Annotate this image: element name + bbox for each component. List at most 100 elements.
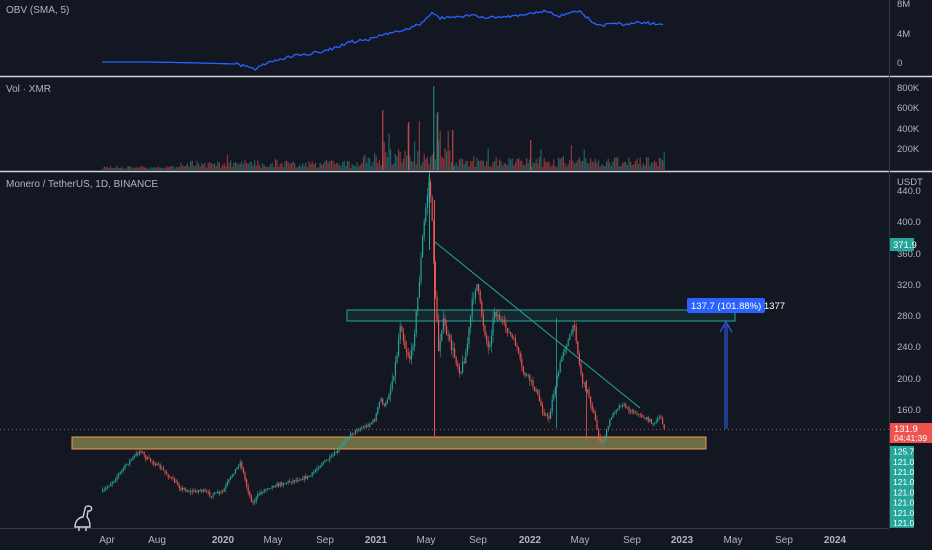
candle-body: [156, 463, 158, 466]
candle-body: [214, 492, 216, 495]
volume-bar: [318, 167, 320, 170]
volume-bar: [210, 163, 212, 170]
candle-body: [318, 468, 320, 469]
candle-body: [494, 311, 496, 319]
candle-body: [574, 325, 576, 327]
candle-body: [654, 422, 656, 424]
candle-body: [186, 491, 188, 492]
candle-body: [410, 349, 412, 360]
resistance-zone[interactable]: [346, 309, 736, 322]
candle-body: [511, 334, 513, 338]
candle-body: [319, 465, 321, 469]
candle-body: [417, 297, 419, 312]
volume-bar: [598, 160, 600, 170]
volume-bar: [452, 130, 454, 170]
candle-body: [431, 197, 433, 221]
volume-bar: [378, 159, 380, 170]
candle-body: [242, 467, 244, 473]
volume-bar: [590, 158, 592, 170]
volume-bar: [342, 162, 344, 170]
volume-bar: [330, 160, 332, 170]
volume-bar: [286, 160, 288, 170]
volume-bar: [476, 157, 478, 170]
volume-pane-title[interactable]: Vol · XMR: [6, 84, 51, 95]
volume-bar: [198, 163, 200, 170]
candle-body: [481, 301, 483, 317]
candle-body: [471, 299, 473, 317]
time-label: 2022: [519, 535, 542, 546]
volume-bar: [534, 163, 536, 170]
measure-label-box[interactable]: [687, 298, 765, 313]
volume-bar: [209, 161, 211, 170]
candle-body: [252, 502, 254, 503]
support-zone[interactable]: [71, 436, 707, 450]
candle-body: [286, 482, 288, 484]
volume-bar: [186, 163, 188, 170]
volume-bar: [372, 162, 374, 170]
volume-bar: [359, 164, 361, 170]
candle-body: [490, 335, 492, 346]
volume-bar: [502, 165, 504, 170]
volume-bar: [622, 163, 624, 170]
volume-bar: [167, 167, 169, 170]
volume-bar: [201, 163, 203, 170]
time-label: Sep: [469, 535, 487, 546]
volume-bar: [652, 162, 654, 170]
volume-bar: [510, 159, 512, 170]
candle-body: [306, 475, 308, 479]
volume-bar: [420, 165, 422, 170]
time-scale[interactable]: Apr Aug 2020 May Sep 2021 May Sep 2022 May Sep 2023…: [99, 535, 846, 546]
candle-body: [534, 386, 536, 391]
volume-bar: [540, 149, 542, 170]
volume-bar: [292, 161, 294, 170]
obv-line: [102, 9, 664, 71]
candle-body: [182, 487, 184, 490]
volume-bar: [175, 166, 177, 170]
candle-body: [246, 479, 248, 487]
volume-bar: [150, 167, 152, 170]
volume-bar: [324, 160, 326, 170]
candle-body: [577, 341, 579, 354]
volume-scale: 800K 600K 400K 200K: [897, 83, 920, 155]
candle-body: [500, 319, 502, 321]
price-tick-label: 200.0: [897, 374, 921, 385]
candle-body: [161, 468, 163, 470]
candle-body: [143, 452, 145, 456]
candle-body: [217, 492, 219, 494]
candle-body: [284, 483, 286, 485]
volume-bar: [228, 162, 230, 170]
green-tag: [890, 517, 914, 528]
candle-body: [345, 440, 347, 443]
obv-pane-title[interactable]: OBV (SMA, 5): [6, 5, 69, 16]
candle-body: [138, 451, 140, 455]
volume-bar: [438, 140, 440, 170]
volume-bar: [591, 161, 593, 170]
candle-body: [226, 482, 228, 486]
volume-bar: [196, 160, 198, 170]
volume-bar: [132, 168, 134, 170]
volume-bar: [162, 168, 164, 170]
candle-body: [193, 490, 195, 493]
dinosaur-logo-icon[interactable]: [74, 505, 93, 531]
candle-body: [102, 490, 104, 492]
price-pane-title[interactable]: Monero / TetherUS, 1D, BINANCE: [6, 179, 158, 190]
candle-body: [353, 433, 355, 435]
volume-bar: [642, 163, 644, 170]
volume-bar: [569, 159, 571, 170]
candle-body: [225, 485, 227, 489]
candle-body: [230, 476, 232, 480]
volume-bar: [298, 164, 300, 170]
volume-bar: [524, 164, 526, 170]
candle-body: [518, 347, 520, 353]
volume-bar: [319, 162, 321, 170]
candle-body: [662, 418, 664, 425]
descending-trendline[interactable]: [434, 241, 641, 409]
volume-bar: [494, 161, 496, 170]
candle-body: [484, 325, 486, 336]
volume-bar: [190, 161, 192, 170]
volume-bar: [479, 160, 481, 170]
candle-body: [124, 464, 126, 469]
volume-bar: [593, 162, 595, 170]
time-label: Sep: [775, 535, 793, 546]
